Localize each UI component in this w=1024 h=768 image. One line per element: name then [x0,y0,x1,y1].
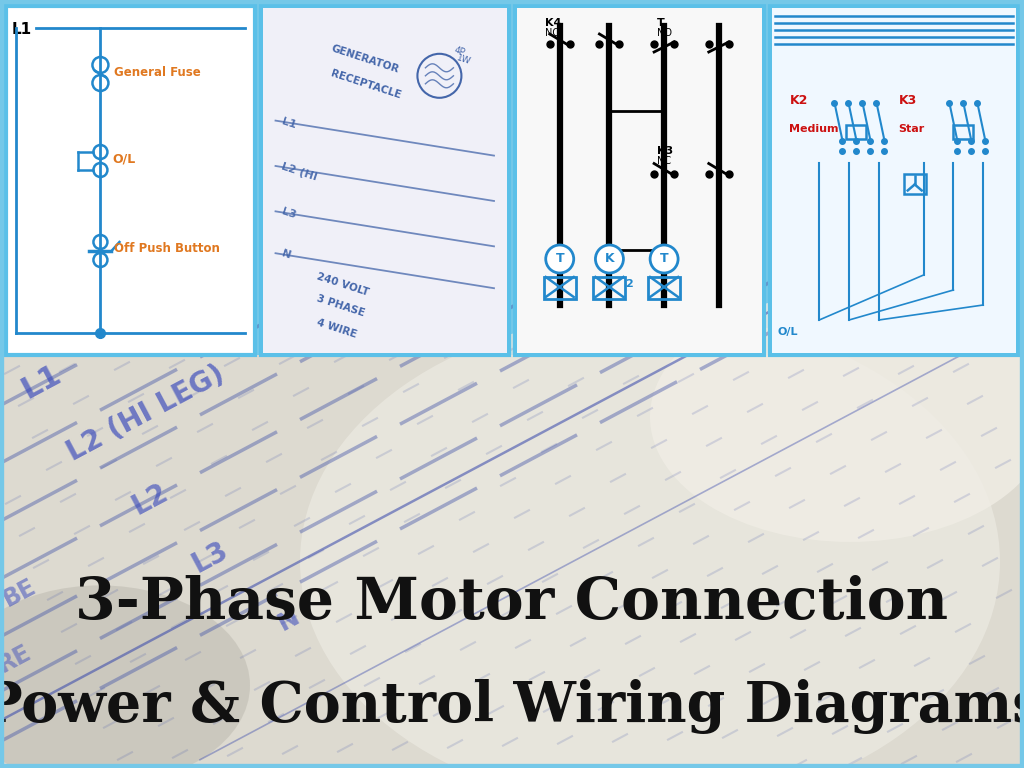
Text: K3: K3 [899,94,916,107]
Text: GENERATOR: GENERATOR [330,44,399,75]
Bar [904,174,926,194]
Circle shape [650,245,678,273]
Ellipse shape [650,292,1024,542]
Text: 3-Phase Motor Connection: 3-Phase Motor Connection [76,574,948,631]
Ellipse shape [0,585,250,768]
Bar [544,277,575,299]
Text: L1: L1 [280,116,297,130]
Text: NO: NO [656,28,672,38]
Text: K: K [604,253,614,266]
Text: Off Push Button: Off Push Button [115,243,220,256]
Text: L3: L3 [280,207,297,220]
Text: K3: K3 [656,145,673,155]
Bar [262,8,507,353]
Text: RECEPTACLE: RECEPTACLE [330,68,402,101]
Bar [6,6,255,355]
Ellipse shape [300,313,1000,768]
Text: NC: NC [656,155,671,166]
Text: L2 (HI: L2 (HI [280,161,318,182]
Bar [769,6,1018,355]
Text: NC: NC [545,28,559,38]
Text: 1W: 1W [456,53,472,66]
Bar [0,355,1024,768]
Text: 2: 2 [626,279,633,289]
Bar [594,277,626,299]
Text: BE: BE [0,574,40,611]
Text: Power & Control Wiring Diagrams: Power & Control Wiring Diagrams [0,679,1024,733]
Bar [847,124,866,138]
Text: K2: K2 [790,94,808,107]
Text: General Fuse: General Fuse [115,65,201,78]
Text: 4P: 4P [453,45,466,57]
Text: L2 (HI LEG): L2 (HI LEG) [61,360,229,466]
Text: 4 WIRE: 4 WIRE [315,317,357,339]
Circle shape [595,245,624,273]
Bar [648,277,680,299]
Text: Medium: Medium [790,124,839,134]
Text: O/L: O/L [777,327,798,337]
Text: L1: L1 [12,22,32,37]
Text: T: T [656,18,665,28]
Text: 240 VOLT: 240 VOLT [315,271,370,298]
Bar [953,124,974,138]
Bar [517,8,762,353]
Bar [771,8,1016,353]
Bar [260,6,509,355]
Text: N: N [273,605,303,636]
Text: T: T [555,253,564,266]
Text: K4: K4 [545,18,561,28]
Text: N: N [280,249,292,261]
Text: L2: L2 [127,478,173,520]
Text: Star: Star [899,124,925,134]
Text: L3: L3 [186,536,232,578]
Text: RE: RE [0,640,35,677]
Bar [515,6,764,355]
Text: L1: L1 [16,360,66,405]
Text: O/L: O/L [113,153,135,165]
Text: 3 PHASE: 3 PHASE [315,293,366,319]
Circle shape [546,245,573,273]
Text: T: T [659,253,669,266]
